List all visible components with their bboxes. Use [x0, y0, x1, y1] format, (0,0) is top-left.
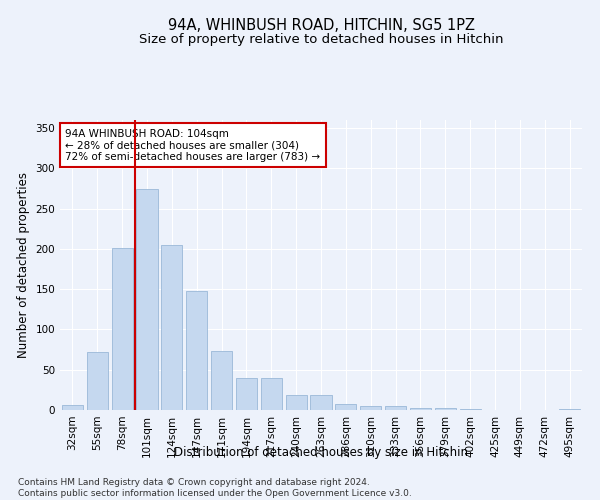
- Bar: [410, 408, 431, 410]
- Bar: [360, 406, 381, 410]
- Y-axis label: Number of detached properties: Number of detached properties: [17, 172, 30, 358]
- Bar: [211, 351, 232, 410]
- Bar: [186, 291, 207, 410]
- Bar: [310, 394, 332, 410]
- Text: 94A WHINBUSH ROAD: 104sqm
← 28% of detached houses are smaller (304)
72% of semi: 94A WHINBUSH ROAD: 104sqm ← 28% of detac…: [65, 128, 320, 162]
- Bar: [385, 406, 406, 410]
- Bar: [261, 378, 282, 410]
- Bar: [435, 408, 456, 410]
- Bar: [286, 394, 307, 410]
- Text: Distribution of detached houses by size in Hitchin: Distribution of detached houses by size …: [174, 446, 468, 459]
- Text: 94A, WHINBUSH ROAD, HITCHIN, SG5 1PZ: 94A, WHINBUSH ROAD, HITCHIN, SG5 1PZ: [167, 18, 475, 32]
- Text: Size of property relative to detached houses in Hitchin: Size of property relative to detached ho…: [139, 32, 503, 46]
- Bar: [112, 248, 133, 410]
- Bar: [236, 378, 257, 410]
- Bar: [161, 245, 182, 410]
- Bar: [136, 190, 158, 410]
- Bar: [87, 352, 108, 410]
- Bar: [460, 409, 481, 410]
- Bar: [335, 404, 356, 410]
- Text: Contains HM Land Registry data © Crown copyright and database right 2024.
Contai: Contains HM Land Registry data © Crown c…: [18, 478, 412, 498]
- Bar: [559, 409, 580, 410]
- Bar: [62, 405, 83, 410]
